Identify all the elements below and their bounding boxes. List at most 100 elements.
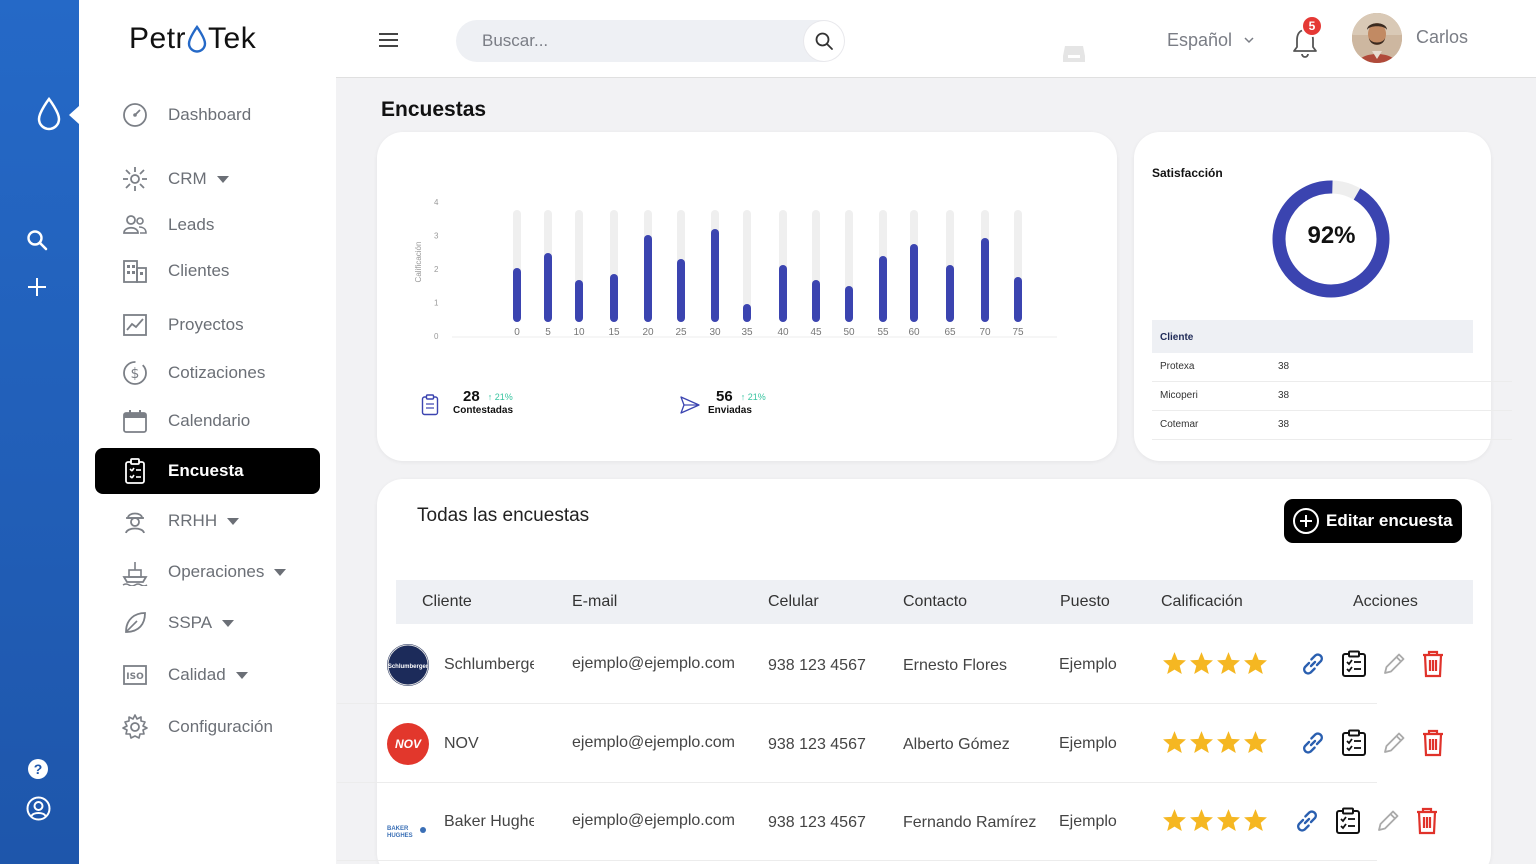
x-tick-label: 5 bbox=[545, 327, 551, 338]
column-header-celular[interactable]: Celular bbox=[768, 593, 819, 610]
bar-25[interactable] bbox=[677, 259, 685, 322]
column-header-cliente[interactable]: Cliente bbox=[422, 593, 472, 610]
sidebar-item-label: SSPA bbox=[168, 613, 213, 632]
sidebar-item-encuesta[interactable]: Encuesta bbox=[95, 448, 320, 494]
bar-50[interactable] bbox=[845, 286, 853, 322]
satisfaction-donut bbox=[1272, 180, 1390, 298]
sidebar-item-clientes[interactable]: Clientes bbox=[95, 248, 320, 294]
edit-survey-button[interactable]: Editar encuesta bbox=[1284, 499, 1462, 543]
bar-40[interactable] bbox=[779, 265, 787, 322]
bar-15[interactable] bbox=[610, 274, 618, 322]
bar-10[interactable] bbox=[575, 280, 583, 322]
link-icon[interactable] bbox=[1299, 729, 1327, 757]
satisfaction-card: Satisfacción 92% Cliente Protexa 38 Micope… bbox=[1134, 132, 1512, 461]
delete-trash-icon[interactable] bbox=[1421, 650, 1445, 678]
client-phone: 938 123 4567 bbox=[768, 736, 866, 753]
surveys-card: Todas las encuestas Editar encuesta Clie… bbox=[337, 479, 1491, 864]
y-tick-label: 2 bbox=[434, 265, 439, 274]
sidebar-item-configuracin[interactable]: Configuración bbox=[95, 704, 320, 750]
x-tick-label: 60 bbox=[908, 327, 920, 338]
bar-5[interactable] bbox=[544, 253, 552, 322]
column-header-contacto[interactable]: Contacto bbox=[903, 593, 968, 610]
delete-trash-icon[interactable] bbox=[1421, 729, 1445, 757]
delete-trash-icon[interactable] bbox=[1415, 807, 1439, 835]
bar-75[interactable] bbox=[1014, 277, 1022, 322]
column-header-puesto[interactable]: Puesto bbox=[1060, 593, 1110, 610]
sidebar-item-rrhh[interactable]: RRHH bbox=[95, 498, 320, 544]
bar-70[interactable] bbox=[981, 238, 989, 322]
bar-0[interactable] bbox=[513, 268, 521, 322]
help-icon[interactable]: ? bbox=[27, 758, 49, 780]
bar-65[interactable] bbox=[946, 265, 954, 322]
sidebar-item-label: Encuesta bbox=[168, 461, 244, 480]
inbox-icon[interactable] bbox=[1062, 44, 1086, 64]
sidebar-item-dashboard[interactable]: Dashboard bbox=[95, 92, 320, 138]
contact-name: Ernesto Flores bbox=[903, 657, 1008, 674]
column-header-acciones[interactable]: Acciones bbox=[1353, 593, 1418, 610]
water-drop-icon[interactable] bbox=[36, 97, 62, 131]
edit-pencil-icon[interactable] bbox=[1381, 651, 1407, 677]
x-tick-label: 35 bbox=[741, 327, 753, 338]
survey-checklist-icon[interactable] bbox=[1335, 807, 1361, 835]
satisfaction-client: Cotemar bbox=[1160, 419, 1199, 430]
iso-icon: ISO bbox=[121, 661, 149, 689]
bar-track bbox=[743, 210, 751, 322]
sidebar-item-label: Proyectos bbox=[168, 315, 244, 334]
x-tick-label: 65 bbox=[944, 327, 956, 338]
column-header-email[interactable]: E-mail bbox=[572, 593, 618, 610]
rating-stars bbox=[1162, 651, 1268, 680]
bar-20[interactable] bbox=[644, 235, 652, 322]
x-tick-label: 70 bbox=[979, 327, 991, 338]
column-header-calificacin[interactable]: Calificación bbox=[1161, 593, 1243, 610]
sidebar: Petr Tek Dashboard CRM Leads Clientes Proyec… bbox=[79, 0, 336, 864]
user-avatar-icon bbox=[1352, 13, 1402, 63]
petrotek-logo[interactable]: Petr Tek bbox=[129, 22, 256, 56]
survey-checklist-icon[interactable] bbox=[1341, 729, 1367, 757]
sidebar-item-operaciones[interactable]: Operaciones bbox=[95, 549, 320, 595]
dashboard-icon bbox=[121, 101, 149, 129]
star-icon bbox=[1189, 808, 1214, 837]
table-row[interactable]: Schlumberger Schlumberger ejemplo@ejemplo.… bbox=[337, 626, 1443, 704]
bar-45[interactable] bbox=[812, 280, 820, 322]
edit-pencil-icon[interactable] bbox=[1381, 730, 1407, 756]
calendar-icon bbox=[121, 407, 149, 435]
search-button[interactable] bbox=[804, 21, 844, 61]
add-icon[interactable] bbox=[26, 276, 48, 298]
link-icon[interactable] bbox=[1299, 650, 1327, 678]
edit-pencil-icon[interactable] bbox=[1375, 808, 1401, 834]
worker-icon bbox=[121, 507, 149, 535]
bar-35[interactable] bbox=[743, 304, 751, 322]
ratings-chart-card: Calificación 0 1 2 3 4 0 5 10 15 20 25 30 35 40 45 50 55 6… bbox=[377, 132, 1117, 461]
search-icon[interactable] bbox=[26, 229, 48, 251]
app-rail: ? bbox=[0, 0, 79, 864]
sidebar-item-calendario[interactable]: Calendario bbox=[95, 398, 320, 444]
bar-60[interactable] bbox=[910, 244, 918, 322]
y-tick-label: 3 bbox=[434, 232, 439, 241]
x-tick-label: 30 bbox=[709, 327, 721, 338]
sidebar-item-crm[interactable]: CRM bbox=[95, 156, 320, 202]
x-tick-label: 15 bbox=[608, 327, 620, 338]
sidebar-item-sspa[interactable]: SSPA bbox=[95, 600, 320, 646]
sidebar-item-cotizaciones[interactable]: $ Cotizaciones bbox=[95, 350, 320, 396]
logo-text-right: Tek bbox=[208, 22, 257, 55]
hamburger-menu-icon[interactable] bbox=[379, 32, 399, 48]
link-icon[interactable] bbox=[1293, 807, 1321, 835]
sidebar-item-proyectos[interactable]: Proyectos bbox=[95, 302, 320, 348]
table-row[interactable]: NOV NOV ejemplo@ejemplo.com 938 123 4567 Alb… bbox=[337, 705, 1443, 783]
plus-circle-icon bbox=[1293, 508, 1319, 534]
svg-text:NOV: NOV bbox=[395, 737, 422, 751]
avatar[interactable] bbox=[1352, 13, 1402, 63]
language-selector[interactable]: Español bbox=[1167, 30, 1254, 51]
sidebar-item-label: Configuración bbox=[168, 717, 273, 736]
search-input[interactable] bbox=[456, 20, 786, 62]
sidebar-item-leads[interactable]: Leads bbox=[95, 202, 320, 248]
user-profile-icon[interactable] bbox=[26, 796, 51, 821]
survey-checklist-icon[interactable] bbox=[1341, 650, 1367, 678]
bar-30[interactable] bbox=[711, 229, 719, 322]
client-phone: 938 123 4567 bbox=[768, 657, 866, 674]
user-name[interactable]: Carlos bbox=[1416, 27, 1469, 47]
bar-55[interactable] bbox=[879, 256, 887, 322]
sidebar-item-calidad[interactable]: ISO Calidad bbox=[95, 652, 320, 698]
